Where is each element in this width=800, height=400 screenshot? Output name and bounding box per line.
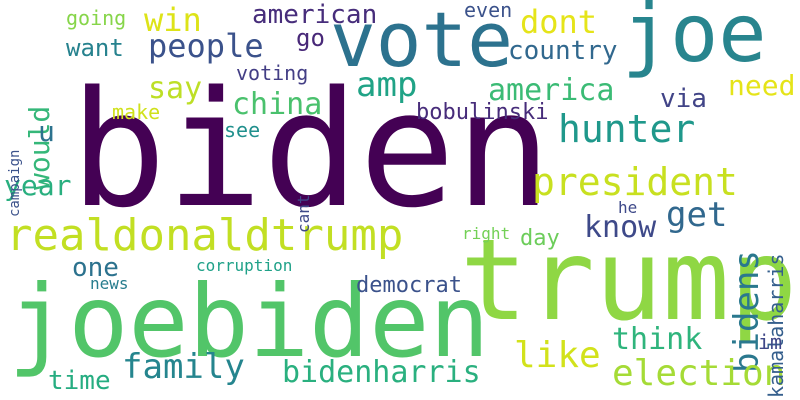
word-time: time [48, 366, 111, 396]
word-biden: biden [70, 56, 552, 243]
word-go: go [296, 24, 325, 52]
word-year: year [4, 169, 72, 202]
word-america: america [488, 73, 615, 108]
word-see: see [224, 118, 261, 142]
word-dont: dont [520, 3, 598, 41]
word-get: get [666, 195, 728, 235]
word-kamalaharris: kamalaharris [764, 253, 788, 399]
word-democrat: democrat [356, 273, 462, 298]
word-campaign: campaign [7, 149, 23, 217]
word-u: u [38, 115, 55, 148]
word-corruption: corruption [196, 256, 293, 275]
word-amp: amp [356, 65, 418, 105]
word-news: news [90, 274, 129, 293]
word-hunter: hunter [558, 107, 696, 151]
word-realdonaldtrump: realdonaldtrump [6, 210, 404, 261]
word-one: one [72, 253, 119, 283]
word-bobulinski: bobulinski [416, 100, 549, 125]
word-day: day [520, 226, 560, 251]
word-trump: trump [460, 216, 798, 346]
word-people: people [148, 27, 264, 65]
word-right: right [462, 224, 511, 243]
word-win: win [144, 1, 202, 39]
word-like: like [514, 335, 601, 376]
word-voting: voting [236, 61, 309, 85]
word-country: country [508, 36, 618, 66]
word-going: going [66, 6, 127, 30]
word-know: know [584, 210, 657, 245]
word-he: he [618, 198, 638, 217]
word-president: president [532, 160, 738, 204]
word-via: via [660, 84, 707, 114]
word-think: think [612, 322, 703, 357]
word-cant: cant [294, 194, 313, 233]
word-vote: vote [330, 0, 514, 84]
word-say: say [148, 71, 203, 106]
word-make: make [112, 100, 161, 124]
word-even: even [464, 0, 513, 22]
word-joebiden: joebiden [8, 263, 490, 380]
word-china: china [232, 87, 323, 122]
word-american: american [252, 0, 378, 30]
word-im: im [758, 330, 783, 354]
word-election: election [612, 353, 786, 394]
word-need: need [728, 69, 796, 102]
word-family: family [122, 347, 245, 387]
word-joe: joe [622, 0, 767, 80]
word-want: want [66, 34, 124, 62]
word-bidenharris: bidenharris [282, 355, 481, 390]
